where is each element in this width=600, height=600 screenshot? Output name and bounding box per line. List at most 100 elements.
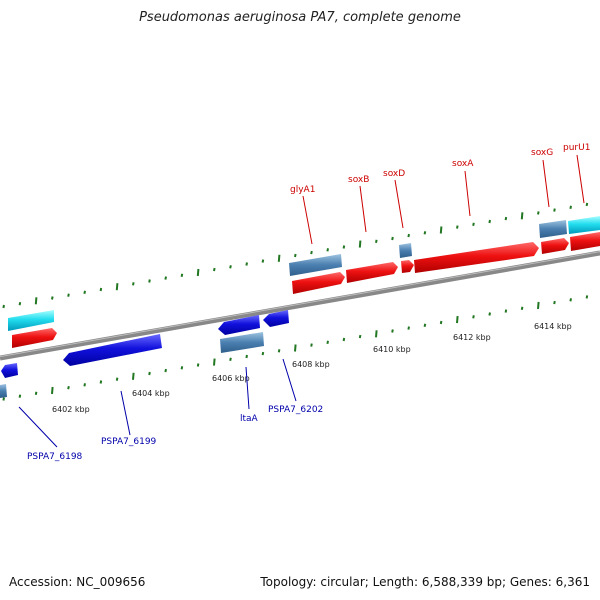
- rna-feature[interactable]: [539, 220, 567, 238]
- rna-feature[interactable]: [289, 254, 342, 276]
- major-tick: [115, 283, 119, 291]
- minor-tick: [115, 377, 119, 381]
- accession-text: Accession: NC_009656: [9, 575, 146, 589]
- minor-tick: [99, 287, 103, 292]
- minor-tick: [310, 343, 313, 347]
- genome-summary-text: Topology: circular; Length: 6,588,339 bp…: [260, 575, 590, 589]
- minor-tick: [326, 340, 329, 344]
- genome-backbone: [0, 250, 600, 361]
- minor-tick: [553, 300, 556, 305]
- rna-feature[interactable]: [220, 332, 264, 353]
- gene-label[interactable]: soxD: [383, 169, 405, 179]
- rna-feature[interactable]: [399, 243, 412, 258]
- minus-strand-features: [0, 310, 289, 398]
- minor-tick: [99, 380, 103, 384]
- minor-tick: [2, 304, 5, 309]
- minor-tick: [391, 329, 394, 333]
- minor-tick: [326, 248, 329, 252]
- plus-strand-features: [8, 216, 600, 348]
- map-title: Pseudomonas aeruginosa PA7, complete gen…: [139, 10, 461, 25]
- minor-tick: [132, 282, 135, 286]
- minor-tick: [407, 326, 410, 330]
- gene-label[interactable]: PSPA7_6198: [27, 452, 83, 462]
- minor-tick: [585, 202, 589, 207]
- minor-tick: [67, 293, 70, 297]
- minor-tick: [180, 273, 184, 277]
- major-tick: [213, 358, 216, 366]
- gene-label[interactable]: purU1: [563, 143, 590, 153]
- gene-arrow[interactable]: [292, 272, 345, 294]
- gene-arrow[interactable]: [1, 363, 18, 378]
- gene-arrow[interactable]: [570, 232, 600, 251]
- minor-tick: [18, 302, 22, 306]
- minor-tick: [229, 265, 232, 269]
- minor-tick: [342, 337, 346, 342]
- kbp-label: 6412 kbp: [453, 333, 491, 342]
- gene-label[interactable]: PSPA7_6199: [101, 437, 157, 447]
- kbp-labels: 6402 kbp 6404 kbp 6406 kbp 6408 kbp 6410…: [52, 322, 572, 414]
- gene-label[interactable]: soxB: [348, 175, 369, 185]
- minor-tick: [537, 211, 540, 215]
- minor-tick: [358, 334, 362, 339]
- gene-label[interactable]: soxG: [531, 148, 553, 158]
- minor-tick: [407, 233, 410, 238]
- minor-tick: [520, 306, 524, 310]
- minor-tick: [164, 368, 167, 373]
- gene-arrow[interactable]: [346, 262, 398, 283]
- minor-tick: [261, 259, 265, 263]
- minor-tick: [342, 245, 346, 249]
- gene-arrow[interactable]: [414, 242, 539, 273]
- gene-arrow[interactable]: [8, 310, 54, 331]
- minor-tick: [488, 219, 491, 224]
- minor-tick: [196, 363, 200, 367]
- label-leaders: [18, 154, 585, 448]
- kbp-label: 6406 kbp: [212, 374, 250, 383]
- major-tick: [294, 344, 297, 352]
- gene-arrow[interactable]: [218, 315, 260, 335]
- major-tick: [537, 301, 540, 309]
- minor-tick: [277, 349, 281, 353]
- gene-label[interactable]: ltaA: [240, 414, 259, 424]
- minor-tick: [569, 298, 572, 302]
- minor-tick: [213, 267, 216, 272]
- minor-tick: [488, 312, 491, 316]
- minor-tick: [310, 250, 313, 255]
- minor-tick: [375, 239, 378, 243]
- kbp-label: 6410 kbp: [373, 345, 411, 354]
- gene-label[interactable]: glyA1: [290, 185, 315, 195]
- gene-label[interactable]: soxA: [452, 159, 474, 169]
- rna-feature[interactable]: [0, 384, 7, 398]
- minor-tick: [164, 276, 167, 280]
- gene-arrow[interactable]: [63, 334, 162, 366]
- major-tick: [456, 316, 459, 324]
- kbp-label: 6404 kbp: [132, 389, 170, 398]
- minus-strand-ticks: [2, 295, 589, 401]
- minor-tick: [2, 397, 5, 401]
- minor-tick: [504, 309, 508, 313]
- minor-tick: [18, 394, 22, 398]
- minor-tick: [34, 391, 38, 395]
- minor-tick: [51, 296, 54, 300]
- minor-tick: [423, 231, 427, 235]
- minor-tick: [245, 262, 248, 266]
- minor-tick: [229, 357, 232, 361]
- major-tick: [520, 212, 524, 220]
- minor-tick: [148, 279, 151, 283]
- gene-arrow[interactable]: [401, 260, 414, 273]
- minor-tick: [423, 323, 427, 327]
- plus-gene-labels: glyA1 soxB soxD soxA soxG purU1: [290, 143, 590, 195]
- gene-arrow[interactable]: [12, 328, 57, 348]
- gene-arrow[interactable]: [263, 310, 289, 327]
- major-tick: [51, 386, 54, 395]
- minor-tick: [148, 371, 151, 376]
- minor-tick: [504, 216, 508, 221]
- minor-tick: [439, 320, 443, 325]
- minor-tick: [472, 315, 475, 319]
- minor-tick: [83, 290, 86, 294]
- gene-arrow[interactable]: [568, 216, 600, 234]
- gene-arrow[interactable]: [541, 238, 569, 254]
- minor-tick: [261, 351, 265, 356]
- minor-tick: [391, 236, 394, 241]
- gene-label[interactable]: PSPA7_6202: [268, 405, 323, 415]
